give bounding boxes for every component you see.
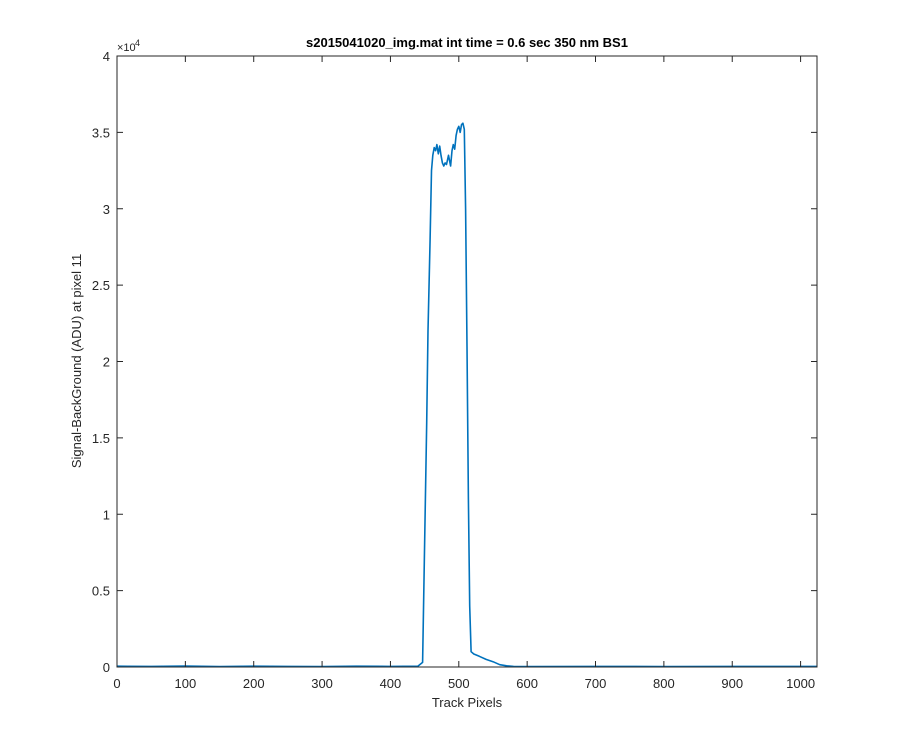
- y-exponent-base: ×10: [117, 42, 136, 54]
- series-line: [116, 122, 817, 668]
- x-tick-label: 100: [175, 676, 197, 691]
- x-tick-label: 1000: [786, 676, 815, 691]
- y-tick-label: 2.5: [92, 278, 110, 293]
- series-layer: [116, 122, 817, 668]
- x-tick-label: 0: [113, 676, 120, 691]
- x-axis: 0 100 200 300 400 500 600 700 800 900 1000: [113, 56, 815, 691]
- y-tick-label: 3: [103, 202, 110, 217]
- chart-title: s2015041020_img.mat int time = 0.6 sec 3…: [306, 35, 628, 50]
- y-tick-label: 4: [103, 49, 110, 64]
- x-tick-label: 700: [585, 676, 607, 691]
- y-tick-label: 1: [103, 507, 110, 522]
- x-tick-label: 200: [243, 676, 265, 691]
- x-tick-label: 800: [653, 676, 675, 691]
- x-tick-label: 300: [311, 676, 333, 691]
- y-tick-label: 0: [103, 660, 110, 675]
- x-tick-label: 900: [721, 676, 743, 691]
- x-axis-label: Track Pixels: [432, 695, 503, 710]
- x-tick-label: 600: [516, 676, 538, 691]
- y-tick-label: 0.5: [92, 584, 110, 599]
- x-tick-label: 400: [380, 676, 402, 691]
- y-tick-label: 1.5: [92, 431, 110, 446]
- y-tick-label: 3.5: [92, 125, 110, 140]
- y-axis-label: Signal-BackGround (ADU) at pixel 11: [69, 254, 84, 468]
- y-tick-label: 2: [103, 355, 110, 370]
- y-exponent-power: 4: [135, 38, 140, 48]
- y-axis: 0 0.5 1 1.5 2 2.5 3 3.5 4: [92, 49, 817, 675]
- x-tick-label: 500: [448, 676, 470, 691]
